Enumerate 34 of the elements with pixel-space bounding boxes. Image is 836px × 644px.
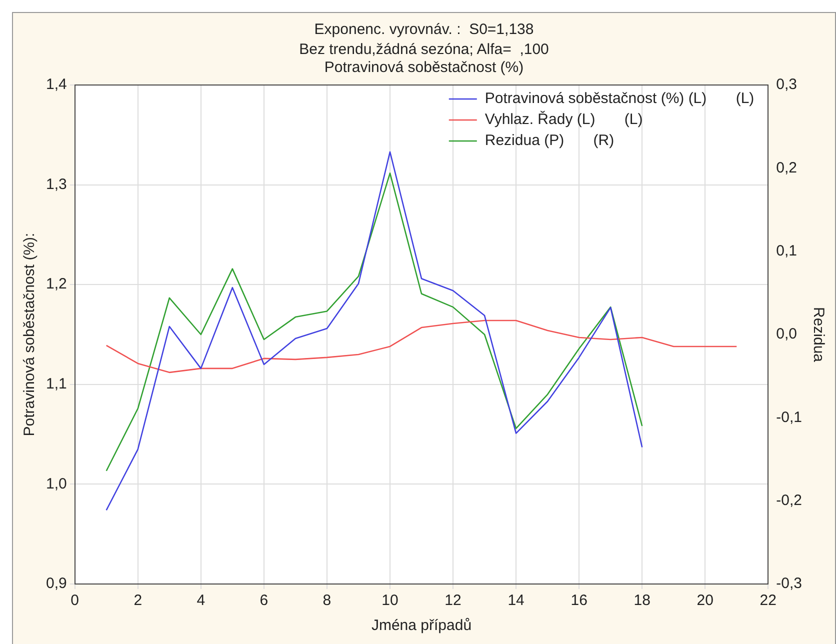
y2-tick-label: 0,3 xyxy=(776,76,798,94)
x-tick-label: 16 xyxy=(570,592,588,610)
y-tick-label: 1,2 xyxy=(46,276,67,293)
x-tick-label: 2 xyxy=(134,592,142,610)
x-tick-label: 18 xyxy=(634,592,650,610)
x-tick-label: 0 xyxy=(70,592,80,610)
x-axis-title: Jména případů xyxy=(371,617,472,634)
legend-label: Vyhlaz. Řady (L) (L) xyxy=(484,110,643,128)
x-tick-label: 4 xyxy=(196,592,206,610)
text: Bez trendu,žádná sezóna; Alfa= ,100 xyxy=(299,41,549,58)
y2-tick-label: 0,0 xyxy=(776,326,798,343)
y2-axis-title: Rezidua xyxy=(810,306,827,363)
y-tick-label: 1,0 xyxy=(46,475,67,492)
y-tick-label: 0,9 xyxy=(46,575,67,592)
x-tick-label: 10 xyxy=(382,592,398,610)
y2-tick-label: -0,1 xyxy=(776,408,802,426)
x-tick-label: 12 xyxy=(444,592,462,610)
y2-tick-label: 0,2 xyxy=(776,159,798,176)
y2-tick-label: -0,2 xyxy=(776,492,802,509)
y-axis-title: Potravinová soběstačnost (%): xyxy=(21,232,38,436)
y-tick-label: 1,1 xyxy=(46,376,67,393)
text: Potravinová soběstačnost (%) xyxy=(324,59,524,76)
y-tick-label: 1,4 xyxy=(46,76,67,94)
y-tick-label: 1,3 xyxy=(46,176,67,193)
y2-tick-label: -0,3 xyxy=(776,575,802,592)
x-tick-label: 14 xyxy=(508,592,524,610)
legend-label: Potravinová soběstačnost (%) (L) (L) xyxy=(484,90,754,108)
x-tick-label: 6 xyxy=(260,592,268,610)
chart-title: Exponenc. vyrovnáv. : S0=1,138 xyxy=(314,21,534,38)
x-tick-label: 8 xyxy=(322,592,332,610)
x-tick-label: 20 xyxy=(696,592,714,610)
y2-tick-label: 0,1 xyxy=(776,242,798,260)
x-tick-label: 22 xyxy=(760,592,776,610)
legend-label: Rezidua (P) (R) xyxy=(484,132,614,150)
